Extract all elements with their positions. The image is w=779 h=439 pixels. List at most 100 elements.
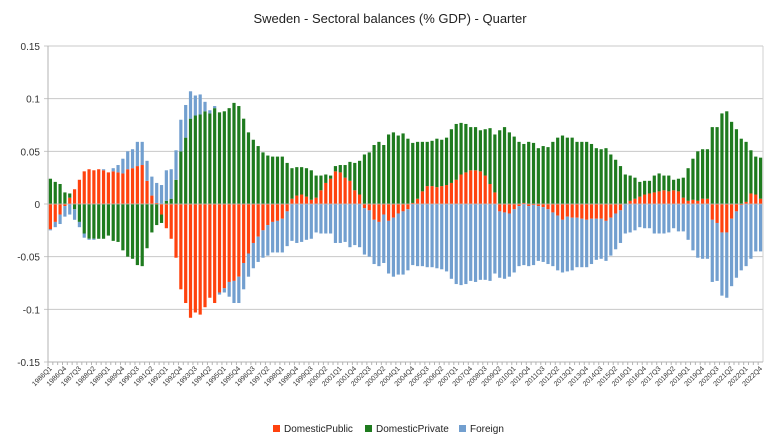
bar-domesticpublic-2016Q2 (633, 198, 637, 204)
bar-foreign-2021Q1 (725, 232, 729, 298)
bar-domesticpublic-2008Q2 (478, 171, 482, 204)
bar-domesticpublic-2009Q1 (493, 192, 497, 204)
bar-foreign-2009Q3 (502, 212, 507, 279)
bar-domesticprivate-1995Q2 (227, 108, 231, 204)
bar-domesticprivate-1993Q4 (198, 114, 202, 204)
bar-foreign-2018Q3 (676, 204, 681, 232)
bar-foreign-2001Q4 (353, 204, 357, 246)
bar-foreign-1999Q3 (309, 204, 313, 239)
bar-domesticprivate-2010Q3 (522, 143, 526, 203)
bar-foreign-2012Q4 (565, 216, 569, 272)
bar-domesticprivate-2020Q1 (705, 149, 710, 199)
bar-domesticpublic-2014Q2 (594, 204, 598, 219)
bar-domesticprivate-1999Q3 (309, 170, 313, 200)
bar-domesticprivate-2022Q3 (754, 156, 758, 195)
bar-foreign-2011Q3 (541, 207, 545, 262)
bar-foreign-1994Q2 (208, 110, 212, 114)
bar-domesticprivate-2005Q2 (420, 141, 425, 192)
bar-foreign-2007Q4 (469, 204, 473, 281)
bar-domesticprivate-2015Q1 (609, 154, 613, 204)
bar-domesticprivate-1989Q1 (106, 204, 110, 236)
bar-domesticpublic-2004Q4 (411, 202, 415, 204)
bar-domesticprivate-2021Q2 (729, 121, 734, 204)
bar-domesticprivate-1994Q2 (208, 113, 212, 204)
bar-domesticprivate-2001Q1 (338, 165, 342, 173)
bar-foreign-2018Q1 (667, 204, 671, 233)
bar-domesticprivate-2001Q3 (348, 161, 352, 181)
bar-foreign-1998Q1 (280, 218, 284, 253)
bar-domesticprivate-2011Q2 (536, 148, 540, 204)
bar-foreign-1990Q4 (140, 141, 144, 166)
bar-foreign-1998Q4 (295, 204, 299, 243)
bar-domesticpublic-2008Q1 (473, 170, 478, 204)
bar-foreign-1999Q4 (314, 204, 318, 233)
bar-domesticpublic-2004Q1 (396, 204, 400, 214)
bar-domesticprivate-1998Q1 (280, 156, 284, 204)
y-tick-label: 0 (34, 200, 40, 211)
bar-domesticpublic-2017Q3 (657, 191, 661, 204)
bar-domesticprivate-2012Q4 (565, 137, 569, 204)
bar-foreign-2003Q2 (382, 214, 386, 263)
bar-foreign-2004Q2 (401, 211, 405, 275)
bar-domesticpublic-1998Q3 (290, 198, 294, 204)
bar-domesticprivate-2004Q2 (401, 133, 405, 204)
bar-domesticpublic-1994Q4 (217, 204, 222, 293)
bar-domesticpublic-2022Q1 (744, 201, 748, 204)
bar-domesticpublic-1996Q2 (246, 204, 251, 254)
bar-domesticpublic-1994Q1 (203, 204, 207, 308)
bar-domesticpublic-2021Q1 (725, 204, 729, 233)
bar-domesticprivate-1991Q3 (155, 204, 159, 226)
bar-domesticpublic-1999Q4 (314, 197, 318, 204)
bar-domesticprivate-1995Q1 (222, 111, 226, 204)
bar-foreign-1986Q4 (63, 206, 67, 217)
bar-domesticpublic-1986Q2 (53, 204, 57, 222)
bar-domesticpublic-2012Q1 (551, 204, 555, 213)
bar-domesticpublic-1993Q1 (184, 204, 188, 304)
bar-domesticprivate-2012Q1 (551, 141, 555, 204)
bar-domesticprivate-2002Q4 (372, 145, 376, 204)
bar-foreign-1993Q4 (198, 94, 202, 115)
bar-domesticprivate-2005Q1 (415, 141, 420, 199)
bar-domesticprivate-2018Q3 (676, 178, 681, 192)
bar-domesticpublic-2010Q1 (512, 204, 516, 210)
bar-foreign-2006Q2 (440, 204, 444, 270)
bar-foreign-2022Q4 (758, 204, 763, 252)
bar-domesticprivate-2004Q3 (406, 138, 410, 204)
bar-foreign-2015Q1 (609, 217, 613, 256)
bar-foreign-2017Q2 (652, 204, 656, 234)
bar-domesticpublic-2006Q2 (440, 186, 444, 204)
bar-foreign-1988Q1 (87, 238, 91, 240)
bar-foreign-1992Q1 (164, 170, 168, 201)
bar-domesticprivate-1986Q4 (63, 192, 67, 204)
bar-domesticprivate-1995Q4 (237, 106, 241, 204)
bar-domesticpublic-2012Q3 (560, 204, 565, 220)
bar-domesticpublic-2006Q3 (444, 185, 449, 204)
bar-domesticprivate-2018Q2 (672, 179, 676, 191)
bar-domesticprivate-1999Q2 (304, 168, 309, 197)
bar-foreign-1991Q2 (150, 176, 154, 196)
bar-domesticpublic-1989Q3 (116, 172, 120, 204)
bar-foreign-2000Q1 (319, 204, 323, 234)
bar-foreign-1987Q3 (77, 221, 82, 228)
bar-foreign-2012Q2 (556, 215, 560, 271)
bar-domesticpublic-1997Q2 (266, 204, 270, 226)
bar-foreign-2007Q1 (454, 204, 458, 285)
bar-foreign-1998Q2 (285, 211, 289, 247)
bar-domesticprivate-1996Q2 (246, 132, 251, 204)
bar-domesticpublic-1998Q1 (280, 204, 284, 219)
bar-domesticprivate-1998Q4 (295, 167, 299, 196)
bar-domesticpublic-2013Q3 (580, 204, 584, 219)
bar-domesticpublic-1995Q1 (222, 204, 226, 289)
bar-domesticpublic-2005Q1 (415, 198, 420, 204)
y-axis-ticks: 0.15 0.1 0.05 0 -0.05 -0.1 -0.15 (17, 42, 40, 369)
bar-domesticpublic-2000Q4 (333, 171, 338, 204)
bar-domesticprivate-2003Q2 (382, 145, 386, 204)
bar-domesticprivate-2021Q1 (725, 111, 729, 204)
bar-foreign-2008Q3 (483, 204, 487, 280)
bar-domesticprivate-1987Q4 (82, 204, 86, 234)
bar-domesticprivate-1989Q3 (116, 204, 120, 242)
bar-domesticpublic-1987Q2 (72, 189, 77, 204)
bar-foreign-2011Q1 (531, 205, 536, 266)
bar-domesticprivate-2021Q4 (739, 138, 743, 204)
